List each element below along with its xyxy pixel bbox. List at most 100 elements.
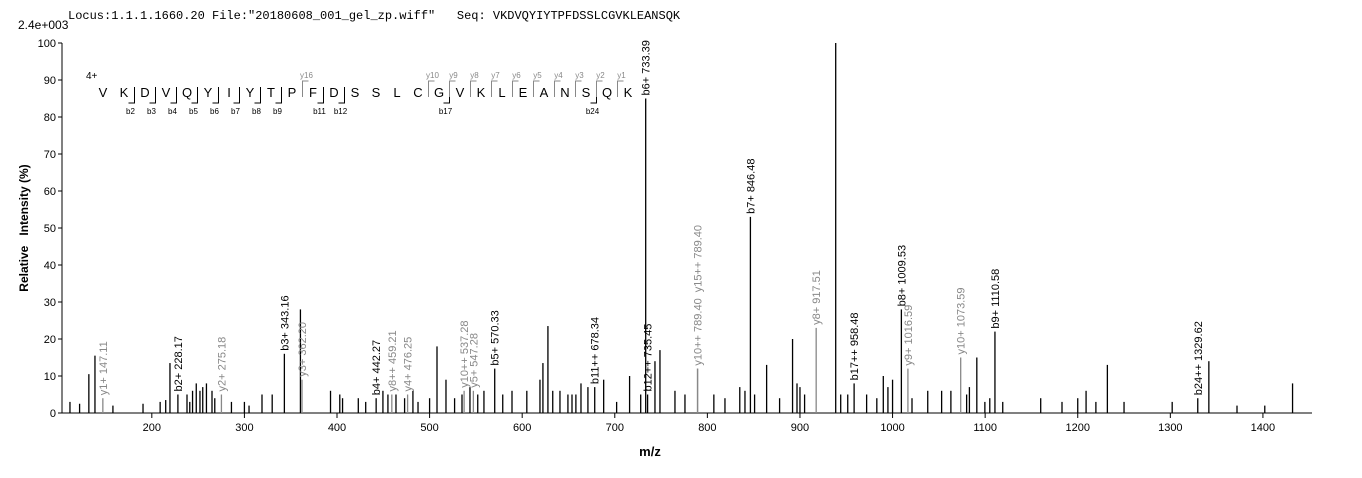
y-tick-label: 40 xyxy=(44,260,56,272)
x-tick-label: 700 xyxy=(606,422,624,434)
residue: N xyxy=(560,85,569,100)
b-marker xyxy=(317,87,324,104)
x-tick-label: 1300 xyxy=(1158,422,1182,434)
residue: K xyxy=(477,85,486,100)
b-marker xyxy=(128,87,135,104)
b-marker xyxy=(275,87,282,104)
x-axis-label: m/z xyxy=(639,444,661,459)
peak-label: y4+ 476.25 xyxy=(403,337,415,392)
peak-label: b6+ 733.39 xyxy=(641,40,653,95)
b-marker xyxy=(590,87,597,104)
b-ion: b17 xyxy=(439,107,453,116)
peak-label: b7+ 846.48 xyxy=(745,159,757,214)
peak-label: y8++ 459.21 xyxy=(387,330,399,391)
y-marker xyxy=(617,80,624,97)
residue: Q xyxy=(182,85,192,100)
residue: K xyxy=(120,85,129,100)
b-ion: b4 xyxy=(168,107,177,116)
charge: 4+ xyxy=(86,71,98,82)
residue: G xyxy=(434,85,444,100)
residue: D xyxy=(329,85,338,100)
y-marker xyxy=(302,80,309,97)
b-ion: b2 xyxy=(126,107,135,116)
b-ion: b12 xyxy=(334,107,348,116)
y-marker xyxy=(575,80,582,97)
y-marker xyxy=(533,80,540,97)
y-ion: y8 xyxy=(470,71,479,80)
peak-label: b12++ 735.45 xyxy=(643,324,655,392)
peak-label: y15++ 789.40 xyxy=(693,225,705,292)
b-marker xyxy=(233,87,240,104)
scale-label: 2.4e+003 xyxy=(18,18,69,32)
x-tick-label: 1200 xyxy=(1065,422,1089,434)
residue: S xyxy=(351,85,360,100)
peak-label: y1+ 147.11 xyxy=(98,341,110,395)
y-ion: y9 xyxy=(449,71,458,80)
x-tick-label: 800 xyxy=(698,422,716,434)
residue: V xyxy=(456,85,465,100)
b-ion: b9 xyxy=(273,107,282,116)
peak-label: y5+ 547.28 xyxy=(468,333,480,388)
y-ion: y5 xyxy=(533,71,542,80)
peak-label: b8+ 1009.53 xyxy=(896,245,908,306)
y-marker xyxy=(470,80,477,97)
residue: F xyxy=(309,85,317,100)
peak-label: y10++ 537.28 xyxy=(459,321,471,388)
y-marker xyxy=(554,80,561,97)
x-tick-label: 500 xyxy=(420,422,438,434)
b-marker xyxy=(170,87,177,104)
x-tick-label: 200 xyxy=(143,422,161,434)
y-tick-label: 90 xyxy=(44,75,56,87)
peak-label: y3+ 362.20 xyxy=(297,322,309,377)
b-marker xyxy=(191,87,198,104)
x-tick-label: 1400 xyxy=(1251,422,1275,434)
y-marker xyxy=(428,80,435,97)
residue: I xyxy=(227,85,231,100)
residue: T xyxy=(267,85,275,100)
residue: C xyxy=(413,85,422,100)
residue: E xyxy=(519,85,528,100)
b-ion: b5 xyxy=(189,107,198,116)
b-ion: b24 xyxy=(586,107,600,116)
y-ion: y1 xyxy=(617,71,626,80)
b-marker xyxy=(443,87,450,104)
b-ion: b11 xyxy=(313,107,326,116)
y-tick-label: 50 xyxy=(44,223,56,235)
chart-title: Locus:1.1.1.1660.20 File:"20180608_001_g… xyxy=(68,9,681,23)
y-ion: y16 xyxy=(300,71,313,80)
residue: V xyxy=(162,85,171,100)
peak-label: y9+ 1016.59 xyxy=(903,305,915,366)
y-ion: y4 xyxy=(554,71,563,80)
peak-label: b2+ 228.17 xyxy=(173,336,185,391)
y-tick-label: 80 xyxy=(44,112,56,124)
y-marker xyxy=(449,80,456,97)
y-marker xyxy=(596,80,603,97)
y-ion: y3 xyxy=(575,71,584,80)
y-tick-label: 30 xyxy=(44,297,56,309)
y-ion: y2 xyxy=(596,71,605,80)
residue: S xyxy=(372,85,381,100)
residue: D xyxy=(140,85,149,100)
b-ion: b8 xyxy=(252,107,261,116)
peak-label: b3+ 343.16 xyxy=(279,295,291,350)
residue: P xyxy=(288,85,297,100)
peak-label: b17++ 958.48 xyxy=(849,312,861,380)
residue: K xyxy=(624,85,633,100)
b-marker xyxy=(149,87,156,104)
y-ion: y7 xyxy=(491,71,500,80)
y-tick-label: 0 xyxy=(50,408,56,420)
b-marker xyxy=(212,87,219,104)
residue: Y xyxy=(246,85,255,100)
y-axis-label: Relative Intensity (%) xyxy=(17,164,31,291)
peak-label: b11++ 678.34 xyxy=(590,317,602,384)
x-tick-label: 300 xyxy=(235,422,253,434)
x-tick-label: 1100 xyxy=(973,422,997,434)
y-ion: y6 xyxy=(512,71,521,80)
y-marker xyxy=(491,80,498,97)
peak-label: b9+ 1110.58 xyxy=(990,269,1002,329)
y-marker xyxy=(512,80,519,97)
y-tick-label: 10 xyxy=(44,371,56,383)
peak-label: y10+ 1073.59 xyxy=(956,288,968,355)
x-tick-label: 900 xyxy=(791,422,809,434)
